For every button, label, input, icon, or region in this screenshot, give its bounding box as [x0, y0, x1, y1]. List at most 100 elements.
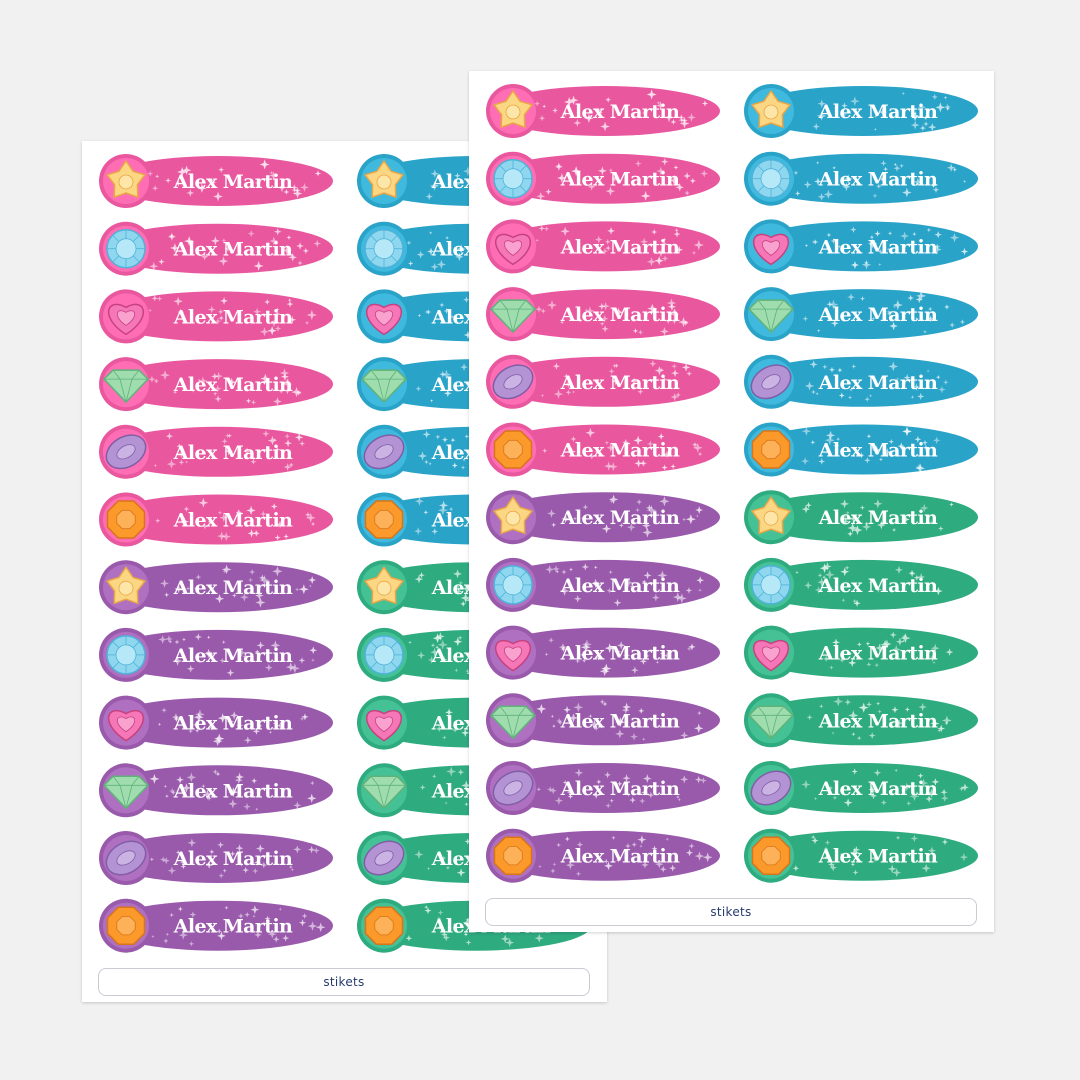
name-label: Alex Martin	[744, 84, 978, 138]
heart-gem-icon	[494, 233, 532, 266]
label-name-text: Alex Martin	[560, 440, 680, 462]
label-name-text: Alex Martin	[560, 169, 680, 191]
name-label: Alex Martin	[744, 354, 978, 409]
label-name-text: Alex Martin	[560, 304, 680, 326]
name-label: Alex Martin	[744, 219, 978, 274]
label-name-text: Alex Martin	[818, 643, 938, 665]
octagon-gem-icon	[493, 836, 533, 875]
label-name-text: Alex Martin	[560, 643, 680, 665]
name-label: Alex Martin	[486, 828, 720, 883]
label-name-text: Alex Martin	[560, 846, 680, 868]
name-label: Alex Martin	[486, 693, 720, 748]
name-label: Alex Martin	[486, 84, 720, 138]
label-name-text: Alex Martin	[818, 710, 938, 732]
name-label: Alex Martin	[744, 557, 978, 612]
name-label: Alex Martin	[99, 695, 333, 750]
diamond-gem-icon	[103, 775, 149, 810]
label-name-text: Alex Martin	[173, 645, 293, 667]
name-label: Alex Martin	[486, 422, 720, 477]
name-label: Alex Martin	[744, 422, 978, 477]
name-label: Alex Martin	[744, 625, 978, 680]
name-label: Alex Martin	[486, 287, 720, 342]
name-label: Alex Martin	[99, 763, 333, 818]
oval-gem-icon	[105, 840, 147, 876]
octagon-gem-icon	[106, 906, 146, 945]
star-gem-icon	[751, 496, 791, 535]
name-label: Alex Martin	[99, 492, 333, 547]
label-name-text: Alex Martin	[173, 442, 293, 464]
heart-gem-icon	[107, 709, 145, 742]
star-gem-icon	[364, 566, 404, 605]
name-label: Alex Martin	[99, 831, 333, 885]
label-name-text: Alex Martin	[173, 780, 293, 802]
diamond-gem-icon	[490, 705, 536, 740]
oval-gem-icon	[105, 434, 147, 470]
name-label: Alex Martin	[744, 151, 978, 206]
name-label: Alex Martin	[744, 490, 978, 545]
name-label: Alex Martin	[99, 627, 333, 682]
octagon-gem-icon	[751, 836, 791, 875]
star-gem-icon	[106, 566, 146, 605]
name-label: Alex Martin	[486, 151, 720, 206]
diamond-gem-icon	[361, 775, 407, 810]
label-name-text: Alex Martin	[173, 510, 293, 532]
octagon-gem-icon	[751, 430, 791, 469]
diamond-gem-icon	[103, 369, 149, 404]
name-label: Alex Martin	[99, 424, 333, 479]
round-gem-icon	[106, 635, 146, 675]
name-label: Alex Martin	[744, 828, 978, 883]
label-name-text: Alex Martin	[560, 236, 680, 258]
round-gem-icon	[751, 158, 791, 199]
name-label: Alex Martin	[99, 154, 333, 208]
label-name-text: Alex Martin	[818, 846, 938, 868]
name-label: Alex Martin	[486, 219, 720, 274]
label-name-text: Alex Martin	[818, 507, 938, 529]
octagon-gem-icon	[364, 906, 404, 945]
label-name-text: Alex Martin	[560, 778, 680, 800]
oval-gem-icon	[492, 364, 534, 400]
label-name-text: Alex Martin	[560, 575, 680, 597]
label-name-text: Alex Martin	[173, 577, 293, 599]
heart-gem-icon	[365, 303, 403, 336]
star-gem-icon	[493, 496, 533, 535]
brand-name: stikets	[710, 905, 752, 919]
octagon-gem-icon	[364, 500, 404, 539]
heart-gem-icon	[107, 303, 145, 336]
brand-bar-back: stikets	[98, 968, 590, 996]
diamond-gem-icon	[490, 299, 536, 334]
label-name-text: Alex Martin	[173, 306, 293, 328]
name-label: Alex Martin	[99, 221, 333, 276]
round-gem-icon	[106, 228, 146, 269]
round-gem-icon	[493, 565, 533, 605]
label-name-text: Alex Martin	[818, 169, 938, 191]
star-gem-icon	[364, 160, 404, 198]
name-label: Alex Martin	[486, 761, 720, 815]
oval-gem-icon	[750, 364, 792, 400]
diamond-gem-icon	[361, 369, 407, 404]
heart-gem-icon	[365, 709, 403, 742]
oval-gem-icon	[363, 840, 405, 876]
label-name-text: Alex Martin	[560, 101, 680, 123]
name-label: Alex Martin	[486, 625, 720, 680]
diamond-gem-icon	[748, 299, 794, 334]
round-gem-icon	[364, 228, 404, 269]
label-name-text: Alex Martin	[818, 440, 938, 462]
label-name-text: Alex Martin	[818, 778, 938, 800]
round-gem-icon	[364, 635, 404, 675]
label-name-text: Alex Martin	[818, 101, 938, 123]
label-name-text: Alex Martin	[173, 374, 293, 396]
name-label: Alex Martin	[744, 693, 978, 748]
diamond-gem-icon	[748, 705, 794, 740]
heart-gem-icon	[752, 639, 790, 672]
label-name-text: Alex Martin	[560, 710, 680, 732]
label-name-text: Alex Martin	[173, 239, 293, 261]
label-grid-front: Alex Martin Alex Martin Alex Martin Alex Ma…	[486, 84, 978, 883]
round-gem-icon	[493, 158, 533, 199]
name-label: Alex Martin	[744, 287, 978, 342]
octagon-gem-icon	[106, 500, 146, 539]
name-label: Alex Martin	[486, 490, 720, 545]
name-label: Alex Martin	[99, 560, 333, 615]
star-gem-icon	[751, 90, 791, 128]
label-name-text: Alex Martin	[173, 916, 293, 938]
label-name-text: Alex Martin	[173, 713, 293, 735]
